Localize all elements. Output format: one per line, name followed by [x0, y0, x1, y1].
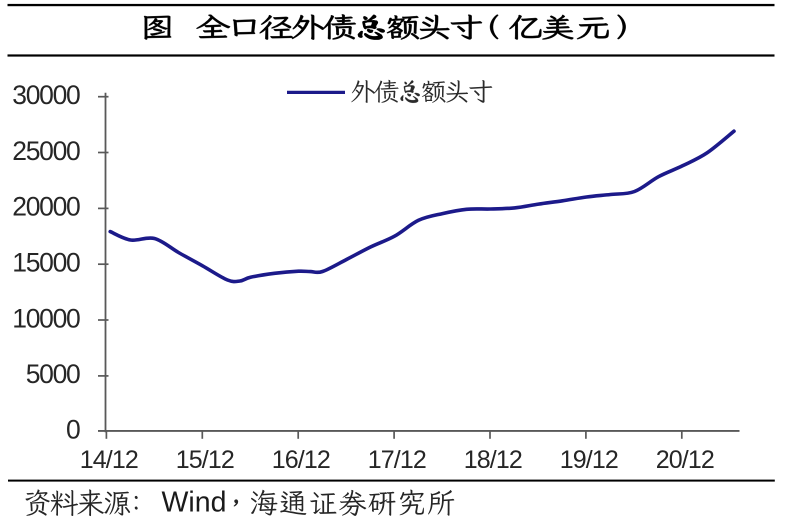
- svg-text:18/12: 18/12: [464, 446, 522, 474]
- svg-text:20000: 20000: [12, 192, 80, 222]
- svg-text:17/12: 17/12: [368, 446, 426, 474]
- svg-text:15/12: 15/12: [176, 446, 234, 474]
- svg-text:15000: 15000: [12, 248, 80, 278]
- svg-text:20/12: 20/12: [656, 446, 714, 474]
- svg-text:14/12: 14/12: [80, 446, 138, 474]
- svg-text:0: 0: [66, 415, 80, 445]
- svg-text:5000: 5000: [26, 359, 80, 389]
- svg-text:10000: 10000: [12, 303, 80, 333]
- svg-text:19/12: 19/12: [560, 446, 618, 474]
- svg-text:16/12: 16/12: [272, 446, 330, 474]
- svg-text:25000: 25000: [12, 136, 80, 166]
- svg-text:Wind: Wind: [162, 487, 227, 519]
- svg-text:30000: 30000: [12, 80, 80, 110]
